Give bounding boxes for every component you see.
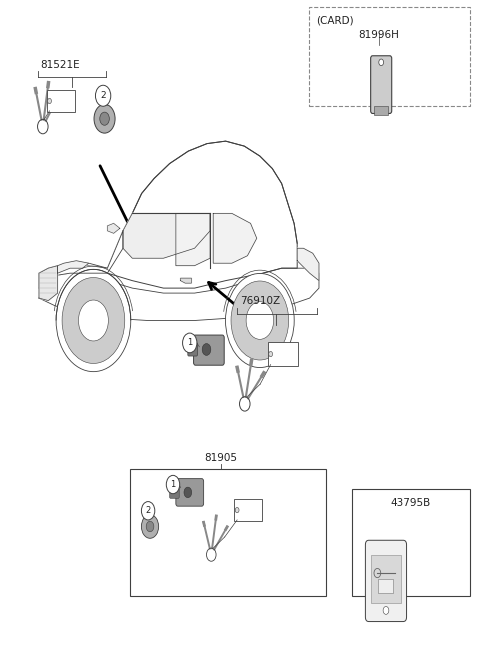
Text: 81996H: 81996H: [359, 30, 399, 40]
Circle shape: [246, 302, 274, 339]
Polygon shape: [297, 248, 319, 281]
Polygon shape: [176, 214, 210, 265]
Circle shape: [202, 344, 211, 355]
Circle shape: [184, 487, 192, 497]
FancyBboxPatch shape: [371, 555, 401, 603]
Circle shape: [269, 351, 273, 357]
Text: 1: 1: [170, 480, 176, 489]
FancyBboxPatch shape: [365, 540, 407, 622]
FancyBboxPatch shape: [148, 509, 153, 515]
FancyBboxPatch shape: [378, 579, 393, 593]
Text: 2: 2: [145, 507, 151, 515]
FancyBboxPatch shape: [234, 499, 263, 521]
Circle shape: [182, 333, 197, 353]
Circle shape: [48, 99, 51, 104]
Circle shape: [383, 606, 389, 614]
Polygon shape: [108, 223, 120, 233]
Polygon shape: [213, 214, 257, 263]
Polygon shape: [39, 231, 123, 288]
Text: 2: 2: [100, 91, 106, 101]
FancyBboxPatch shape: [374, 106, 388, 116]
Circle shape: [79, 300, 108, 341]
Circle shape: [166, 476, 180, 493]
Circle shape: [231, 281, 288, 360]
Circle shape: [379, 59, 384, 66]
Text: 43795B: 43795B: [391, 497, 431, 508]
FancyBboxPatch shape: [193, 335, 224, 365]
FancyBboxPatch shape: [352, 489, 470, 596]
Circle shape: [94, 104, 115, 133]
Circle shape: [56, 269, 131, 372]
FancyBboxPatch shape: [47, 90, 75, 112]
Polygon shape: [39, 268, 319, 321]
Text: (CARD): (CARD): [317, 15, 354, 25]
FancyBboxPatch shape: [102, 97, 108, 105]
Circle shape: [142, 514, 158, 538]
Circle shape: [96, 85, 111, 106]
Text: 76910Z: 76910Z: [240, 296, 280, 306]
Circle shape: [62, 277, 125, 363]
FancyBboxPatch shape: [188, 343, 197, 356]
FancyBboxPatch shape: [371, 56, 392, 114]
Polygon shape: [58, 261, 89, 273]
FancyBboxPatch shape: [268, 342, 299, 366]
Polygon shape: [39, 265, 58, 300]
FancyBboxPatch shape: [169, 486, 179, 498]
Circle shape: [142, 501, 155, 520]
Circle shape: [226, 273, 294, 367]
Circle shape: [235, 507, 239, 512]
Polygon shape: [123, 214, 210, 258]
FancyBboxPatch shape: [176, 479, 204, 506]
Text: 81521E: 81521E: [40, 60, 80, 70]
Circle shape: [100, 112, 109, 125]
FancyBboxPatch shape: [310, 7, 470, 106]
Text: 81905: 81905: [204, 453, 237, 463]
Text: 1: 1: [187, 338, 192, 348]
FancyBboxPatch shape: [130, 470, 326, 596]
Polygon shape: [108, 141, 297, 288]
Circle shape: [146, 521, 154, 532]
Polygon shape: [180, 278, 192, 283]
